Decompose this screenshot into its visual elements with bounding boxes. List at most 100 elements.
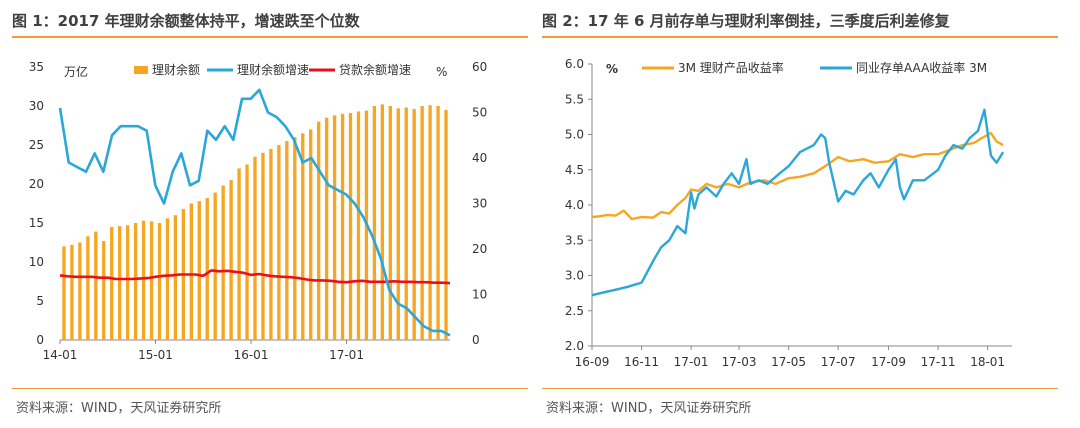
bar-balance xyxy=(102,240,106,340)
bar-balance xyxy=(309,129,313,340)
y-right-tick-label: 10 xyxy=(472,288,487,302)
bar-balance xyxy=(356,111,361,341)
x-tick-label: 16-09 xyxy=(575,355,610,369)
bar-balance xyxy=(86,236,90,340)
y-left-tick-label: 30 xyxy=(29,99,44,113)
y-tick-label: 2.0 xyxy=(565,339,584,353)
y-tick-label: 4.0 xyxy=(565,198,584,212)
bar-balance xyxy=(237,168,241,340)
title-rule xyxy=(542,36,1058,38)
bar-balance xyxy=(372,106,377,340)
bar-balance xyxy=(165,218,170,340)
x-tick-label: 17-03 xyxy=(722,355,757,369)
bar-balance xyxy=(253,156,257,340)
bar-balance xyxy=(110,226,114,340)
y-left-tick-label: 0 xyxy=(36,333,44,347)
x-tick-label: 16-01 xyxy=(234,348,269,362)
y-right-tick-label: 40 xyxy=(472,151,487,165)
chart-balance-svg: 0 5 10 15 20 25 30 35 0 10 20 30 40 50 60 14-01 15-01 16-… xyxy=(29,60,488,362)
x-tick-label: 17-09 xyxy=(871,355,906,369)
source-note: 资料来源：WIND，天风证券研究所 xyxy=(16,401,222,416)
chart-title: 图 1：2017 年理财余额整体持平，增速跌至个位数 xyxy=(12,12,360,30)
y-left-tick-label: 35 xyxy=(29,60,44,74)
line-loan-growth xyxy=(59,269,451,285)
y-right-tick-label: 50 xyxy=(472,106,487,120)
bar-balance xyxy=(340,113,345,340)
bar-balance xyxy=(118,226,122,340)
source-rule xyxy=(12,388,528,389)
bar-balance xyxy=(420,106,424,340)
y-right-unit: % xyxy=(436,65,447,79)
bar-balance xyxy=(245,164,249,340)
y-tick-label: 3.5 xyxy=(565,233,584,247)
legend-label-wmp: 3M 理财产品收益率 xyxy=(678,60,784,75)
bar-balance xyxy=(141,220,146,340)
x-tick-label: 15-01 xyxy=(138,348,173,362)
x-tick-label: 14-01 xyxy=(43,348,78,362)
bar-balance xyxy=(133,223,138,340)
x-tick-label: 17-01 xyxy=(674,355,709,369)
bar-balance xyxy=(213,192,217,340)
y-left-tick-label: 15 xyxy=(29,216,44,230)
bar-balance xyxy=(301,133,305,340)
y-tick-label: 3.0 xyxy=(565,269,584,283)
y-right-tick-label: 20 xyxy=(472,242,487,256)
bar-balance xyxy=(380,104,385,340)
title-rule xyxy=(12,36,528,38)
y-left-tick-label: 10 xyxy=(29,255,44,269)
bar-balance xyxy=(78,242,82,340)
bar-balance xyxy=(332,115,337,340)
y-tick-label: 4.5 xyxy=(565,163,584,177)
bar-balance xyxy=(444,109,448,341)
source-note: 资料来源：WIND，天风证券研究所 xyxy=(546,401,752,416)
bar-balance xyxy=(205,198,209,340)
y-unit: % xyxy=(606,62,618,76)
y-left-tick-label: 25 xyxy=(29,138,44,152)
bar-balance xyxy=(125,225,130,340)
x-tick-label: 17-07 xyxy=(821,355,856,369)
bar-balance xyxy=(189,203,193,340)
chart-yield-svg: 2.0 2.5 3.0 3.5 4.0 4.5 5.0 5.5 6.0 % 16-09 16-11 17… xyxy=(565,57,1012,369)
legend-label-loan: 贷款余额增速 xyxy=(339,62,411,77)
bar-balance xyxy=(404,107,408,340)
bar-balance xyxy=(70,244,74,340)
legend-label-growth: 理财余额增速 xyxy=(237,62,309,77)
chart-title: 图 2：17 年 6 月前存单与理财利率倒挂，三季度后利差修复 xyxy=(542,12,950,30)
y-left-tick-label: 20 xyxy=(29,177,44,191)
x-tick-label: 18-01 xyxy=(970,355,1005,369)
x-tick-label: 16-11 xyxy=(624,355,659,369)
bar-balance xyxy=(261,152,265,340)
y-right-tick-label: 30 xyxy=(472,197,487,211)
y-left-unit: 万亿 xyxy=(64,64,88,79)
bar-balance xyxy=(436,106,440,340)
y-tick-label: 5.0 xyxy=(565,128,584,142)
bar-balance xyxy=(157,223,162,340)
line-balance-growth xyxy=(58,88,451,337)
bar-balance xyxy=(269,148,273,340)
bar-balance xyxy=(396,108,400,340)
source-rule xyxy=(542,388,1058,389)
legend-label-balance: 理财余额 xyxy=(152,62,200,77)
bar-balance xyxy=(428,105,432,340)
bar-balance xyxy=(149,221,154,340)
bar-balance xyxy=(94,231,98,340)
chart-panel-yield: 图 2：17 年 6 月前存单与理财利率倒挂，三季度后利差修复 2.0 2.5 3.… xyxy=(542,0,1062,428)
bar-balance xyxy=(197,201,201,340)
bar-balance xyxy=(348,113,353,341)
bar-balance xyxy=(229,180,233,340)
y-left-tick-label: 5 xyxy=(36,294,44,308)
x-tick-label: 17-01 xyxy=(329,348,364,362)
bar-balance xyxy=(324,117,329,340)
legend-swatch-balance xyxy=(134,66,148,74)
bar-balance xyxy=(62,246,66,340)
bar-balance xyxy=(173,215,178,340)
bar-balance xyxy=(388,106,392,340)
x-tick-label: 17-11 xyxy=(921,355,956,369)
legend-label-cd: 同业存单AAA收益率 3M xyxy=(856,60,987,75)
bar-balance xyxy=(293,137,297,340)
y-right-tick-label: 0 xyxy=(472,333,480,347)
bar-balance xyxy=(285,141,289,340)
bar-balance xyxy=(317,121,321,340)
bar-balance xyxy=(412,109,416,341)
y-tick-label: 5.5 xyxy=(565,92,584,106)
